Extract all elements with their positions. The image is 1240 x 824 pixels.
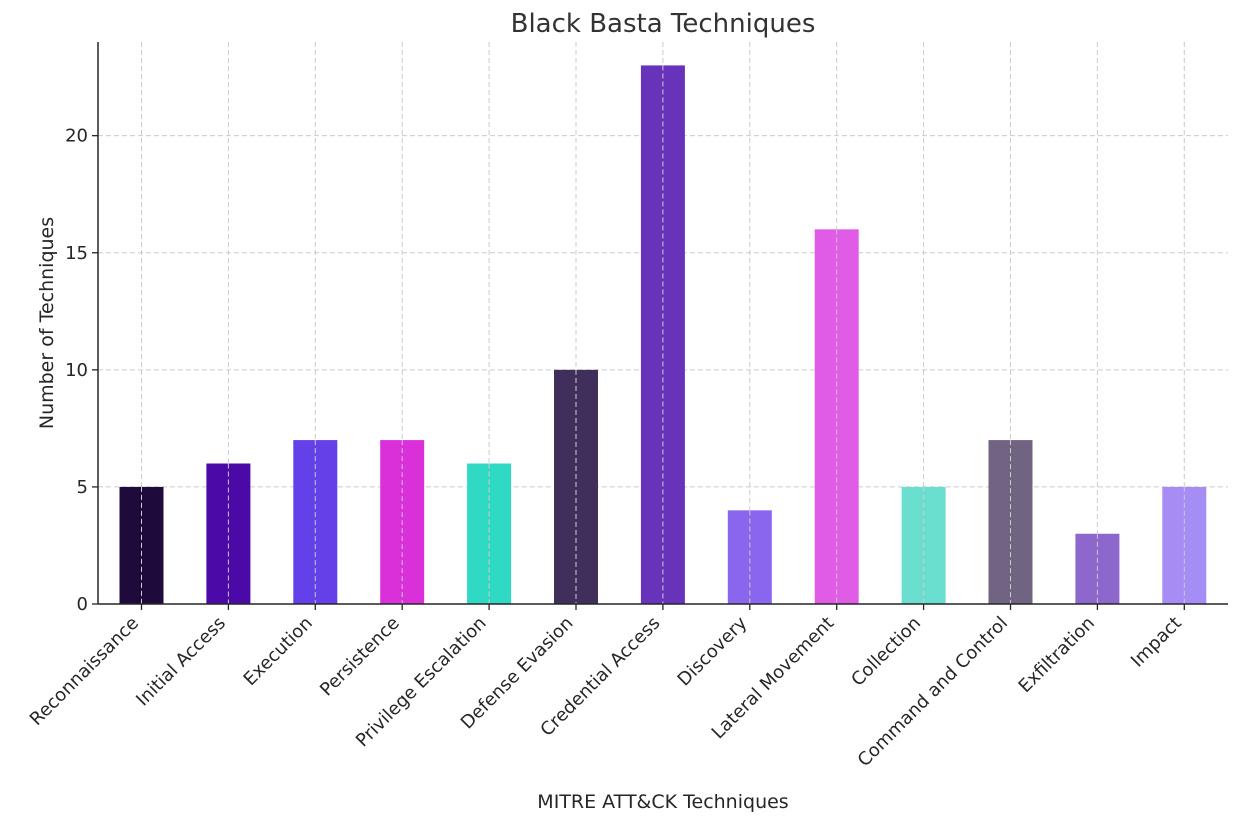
x-tick-label: Execution (240, 613, 317, 690)
y-axis-label: Number of Techniques (36, 217, 58, 429)
x-axis-label: MITRE ATT&CK Techniques (537, 791, 788, 813)
x-tick-label: Exfiltration (1015, 613, 1099, 697)
x-tick-label: Impact (1127, 613, 1186, 672)
bar-layer (119, 65, 1207, 605)
x-tick-label: Reconnaissance (26, 613, 143, 730)
x-tick-label: Persistence (316, 613, 404, 701)
y-tick-label: 10 (65, 360, 88, 381)
x-tick-label: Command and Control (854, 613, 1012, 771)
x-tick-label: Collection (847, 613, 925, 691)
y-tick-label: 15 (65, 243, 88, 264)
x-tick-label: Discovery (674, 612, 752, 690)
bar (467, 463, 512, 604)
chart-title: Black Basta Techniques (511, 9, 816, 39)
y-tick-label: 5 (77, 477, 88, 498)
y-tick-label: 20 (65, 126, 88, 147)
y-tick-label: 0 (77, 594, 88, 615)
bar (206, 463, 251, 604)
y-ticks: 0 5 10 15 20 (65, 126, 98, 615)
x-tick-label: Initial Access (132, 613, 230, 711)
bar (727, 510, 772, 604)
